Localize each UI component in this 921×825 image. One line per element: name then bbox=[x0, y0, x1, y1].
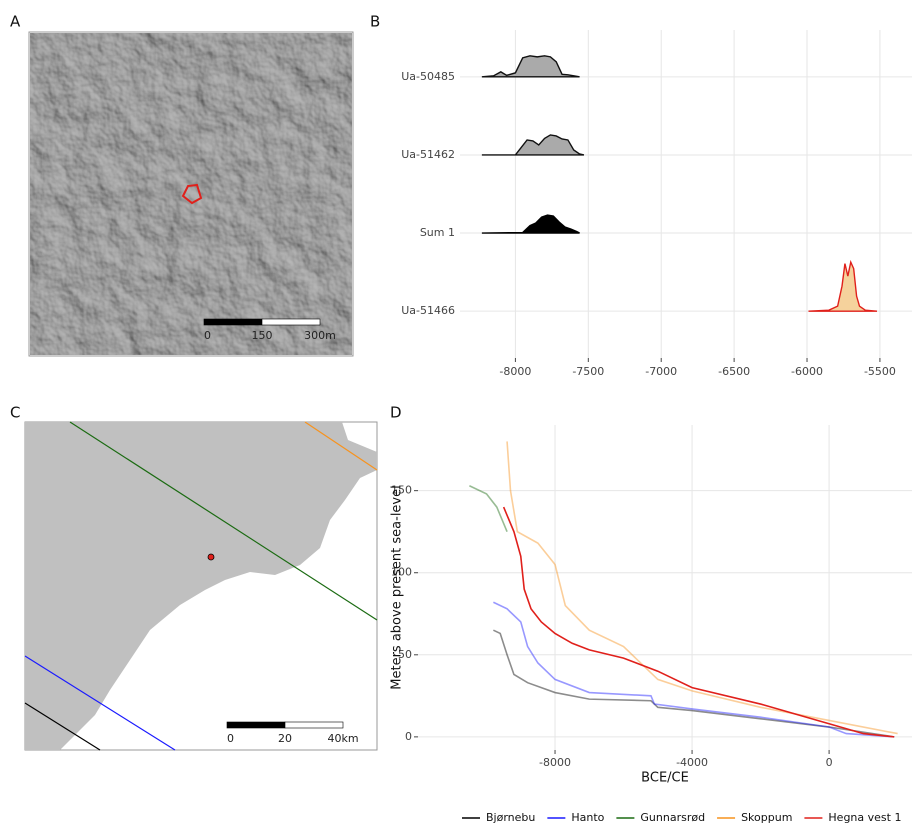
scale-label: 0 bbox=[204, 329, 211, 342]
legend-label: Hanto bbox=[571, 811, 604, 824]
isobase bbox=[69, 421, 378, 621]
y-axis-title: Meters above present sea-level bbox=[390, 485, 405, 689]
scale-label: 150 bbox=[252, 329, 273, 342]
panel-label: C bbox=[10, 404, 20, 422]
scale-bar: 0 150 300m bbox=[203, 318, 336, 342]
y-tick-label: Sum 1 bbox=[420, 226, 455, 239]
scale-label: 40km bbox=[327, 732, 358, 745]
scale-segment bbox=[261, 318, 321, 326]
y-tick-label: 100 bbox=[391, 566, 412, 579]
land bbox=[25, 422, 377, 750]
sea-level-curve bbox=[502, 506, 895, 738]
ridge-plot: -8000 -7500 -7000 -6500 -6000 -5500 Ua-50485 Ua… bbox=[401, 30, 912, 378]
ridge bbox=[808, 259, 878, 312]
scale-label: 300m bbox=[304, 329, 336, 342]
line-chart: -8000 -4000 0 0 50 100 150 BCE/CE Meters above p… bbox=[390, 425, 912, 786]
ridge bbox=[481, 55, 580, 78]
y-tick-label: Ua-51466 bbox=[401, 304, 455, 317]
ridge bbox=[481, 214, 580, 234]
sea-level-curve bbox=[506, 441, 898, 735]
x-tick-label: -6500 bbox=[718, 365, 750, 378]
y-tick-label: 0 bbox=[405, 730, 412, 743]
isobase bbox=[304, 421, 378, 471]
x-tick-label: -7000 bbox=[645, 365, 677, 378]
x-tick-label: -8000 bbox=[539, 756, 571, 769]
scale-label: 20 bbox=[278, 732, 292, 745]
panel-label: B bbox=[370, 13, 380, 31]
legend-label: Skoppum bbox=[741, 811, 792, 824]
x-tick-label: -4000 bbox=[676, 756, 708, 769]
legend-label: Gunnarsrød bbox=[640, 811, 705, 824]
panel-label: D bbox=[390, 404, 402, 422]
x-axis-title: BCE/CE bbox=[641, 771, 689, 786]
y-tick-label: 150 bbox=[391, 484, 412, 497]
map bbox=[24, 421, 378, 751]
x-tick-label: -7500 bbox=[572, 365, 604, 378]
y-tick-label: Ua-50485 bbox=[401, 70, 455, 83]
scale-segment bbox=[284, 721, 344, 729]
legend-label: Hegna vest 1 bbox=[828, 811, 901, 824]
map-frame bbox=[28, 31, 354, 357]
y-tick-label: Ua-51462 bbox=[401, 148, 455, 161]
sea-level-curve bbox=[469, 485, 508, 533]
scale-label: 0 bbox=[227, 732, 234, 745]
x-tick-label: -5500 bbox=[864, 365, 896, 378]
site-outline bbox=[181, 183, 203, 205]
x-tick-label: -6000 bbox=[791, 365, 823, 378]
x-tick-label: -8000 bbox=[499, 365, 531, 378]
panel-label: A bbox=[10, 13, 21, 31]
scale-segment bbox=[226, 721, 286, 729]
scale-segment bbox=[203, 318, 263, 326]
y-tick-label: 50 bbox=[398, 648, 412, 661]
isobase bbox=[24, 655, 176, 751]
ridge bbox=[481, 134, 585, 156]
site-point bbox=[207, 553, 215, 561]
scale-bar: 0 20 40km bbox=[226, 721, 359, 745]
hillshade bbox=[30, 33, 352, 355]
legend-label: Bjørnebu bbox=[486, 811, 535, 824]
sea-level-curve bbox=[493, 629, 895, 738]
legend: Bjørnebu Hanto Gunnarsrød Skoppum Hegna vest… bbox=[462, 811, 901, 824]
sea-level-curve bbox=[493, 601, 895, 738]
x-tick-label: 0 bbox=[826, 756, 833, 769]
isobase bbox=[24, 702, 101, 751]
